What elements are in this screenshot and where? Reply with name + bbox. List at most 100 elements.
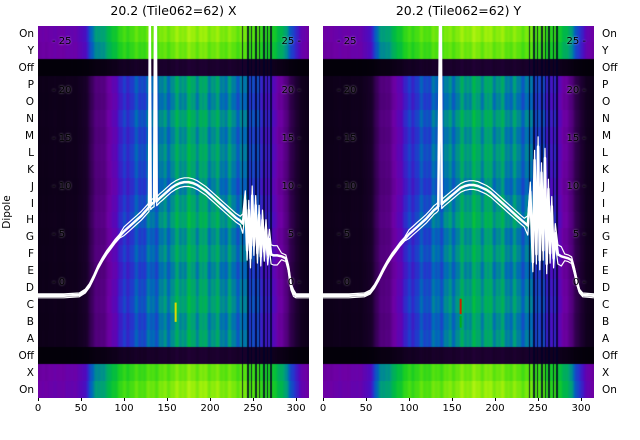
overlay-lines-X	[38, 26, 309, 322]
row-label-right: B	[602, 315, 610, 328]
x-tick-label: 0	[34, 403, 42, 414]
row-label-left: O	[25, 96, 34, 109]
x-tick-label: 200	[200, 403, 220, 414]
row-label-right: X	[602, 366, 610, 379]
row-label-right: On	[602, 383, 617, 396]
x-tick-label: 300	[571, 403, 591, 414]
y-tick-label-right: 10 -	[566, 180, 586, 192]
y-tick-label-right: 5 -	[572, 229, 586, 241]
row-label-right: E	[602, 265, 609, 278]
row-label-right: G	[602, 231, 611, 244]
x-tick-mark	[81, 398, 83, 401]
row-label-left: D	[25, 282, 34, 295]
row-label-right: O	[602, 96, 611, 109]
row-label-left: Y	[27, 45, 34, 58]
amplitude-line	[323, 26, 594, 298]
row-label-right: K	[602, 163, 609, 176]
row-label-left: F	[27, 248, 34, 261]
row-label-left: N	[26, 113, 34, 125]
row-labels-left: On Y Off P O N M L K J I H G F E D C B A Off X On	[0, 0, 35, 440]
panel-x-title: 20.2 (Tile062=62) X	[110, 3, 237, 18]
x-tick-mark	[452, 398, 454, 401]
y-tick-label-left: - 0	[337, 277, 351, 289]
amplitude-line	[38, 26, 309, 298]
x-tick-label: 150	[157, 403, 177, 414]
y-tick-label-left: - 20	[52, 84, 72, 96]
row-label-right: Off	[602, 62, 618, 75]
row-label-left: On	[19, 28, 34, 41]
y-tick-label-left: - 15	[52, 132, 72, 144]
row-label-left: Off	[18, 62, 35, 75]
row-label-left: B	[26, 315, 34, 328]
x-tick-label: 50	[359, 403, 373, 414]
x-tick-label: 0	[319, 403, 327, 414]
y-tick-label-left: - 0	[52, 277, 66, 289]
row-label-right: Y	[602, 45, 609, 58]
x-tick-mark	[538, 398, 540, 401]
x-tick-mark	[210, 398, 212, 401]
panel-y-title: 20.2 (Tile062=62) Y	[395, 3, 522, 18]
row-label-left: L	[28, 146, 34, 159]
x-tick-mark	[167, 398, 169, 401]
y-tick-label-right: 15 -	[281, 132, 301, 144]
row-label-left: H	[26, 214, 34, 227]
row-label-left: C	[26, 299, 34, 311]
row-label-left: K	[27, 163, 34, 176]
row-label-left: M	[24, 129, 34, 142]
row-label-right: P	[602, 79, 609, 92]
amplitude-line	[38, 26, 309, 299]
row-label-right: D	[602, 282, 611, 295]
row-label-left: E	[27, 265, 34, 278]
row-label-left: X	[26, 366, 34, 379]
y-tick-label-right: 20 -	[281, 84, 301, 96]
x-tick-mark	[409, 398, 411, 401]
x-tick-mark	[495, 398, 497, 401]
x-tick-mark	[581, 398, 583, 401]
x-tick-label: 250	[243, 403, 263, 414]
y-tick-label-left: - 10	[337, 180, 357, 192]
y-tick-label-right: 25 -	[566, 36, 586, 48]
row-label-right: M	[602, 129, 612, 142]
x-tick-mark	[296, 398, 298, 401]
y-tick-label-right: 0 -	[572, 277, 586, 289]
row-label-right: C	[602, 299, 610, 311]
row-label-right: L	[602, 146, 608, 159]
heatmap-panel-y: - 25 25 - - 20 20 - - 15 15 - - 10 10 - - 5 5 - - …	[323, 26, 594, 398]
x-tick-mark	[253, 398, 255, 401]
amplitude-line	[38, 26, 309, 295]
x-tick-label: 200	[485, 403, 505, 414]
y-tick-label-left: - 10	[52, 180, 72, 192]
row-label-right: A	[602, 332, 610, 345]
y-tick-label-right: 0 -	[287, 277, 301, 289]
y-tick-label-left: - 5	[52, 229, 66, 241]
x-tick-mark	[124, 398, 126, 401]
x-tick-mark	[323, 398, 324, 401]
y-tick-label-right: 15 -	[566, 132, 586, 144]
row-label-right: F	[602, 248, 609, 261]
x-tick-mark	[38, 398, 39, 401]
row-label-right: J	[602, 180, 606, 193]
row-label-right: H	[602, 214, 610, 227]
y-tick-label-left: - 20	[337, 84, 357, 96]
row-label-left: On	[19, 383, 34, 396]
row-label-left: I	[30, 197, 34, 210]
row-label-left: Off	[18, 349, 35, 362]
row-labels-right: On Y Off P O N M L K J I H G F E D C B A Off X On	[598, 0, 640, 440]
x-tick-label: 100	[114, 403, 134, 414]
x-tick-label: 300	[286, 403, 306, 414]
x-tick-label: 50	[74, 403, 88, 414]
y-tick-label-left: - 5	[337, 229, 351, 241]
row-label-left: J	[30, 180, 34, 193]
x-tick-label: 150	[442, 403, 462, 414]
y-tick-label-right: 25 -	[281, 36, 301, 48]
y-tick-label-left: - 25	[337, 36, 357, 48]
y-tick-label-left: - 25	[52, 36, 72, 48]
x-tick-label: 250	[528, 403, 548, 414]
overlay-lines-Y	[323, 26, 594, 328]
row-label-right: N	[602, 113, 610, 125]
heatmap-canvas-X	[38, 26, 309, 398]
y-tick-label-right: 20 -	[566, 84, 586, 96]
x-tick-mark	[366, 398, 368, 401]
row-label-right: I	[602, 197, 606, 210]
